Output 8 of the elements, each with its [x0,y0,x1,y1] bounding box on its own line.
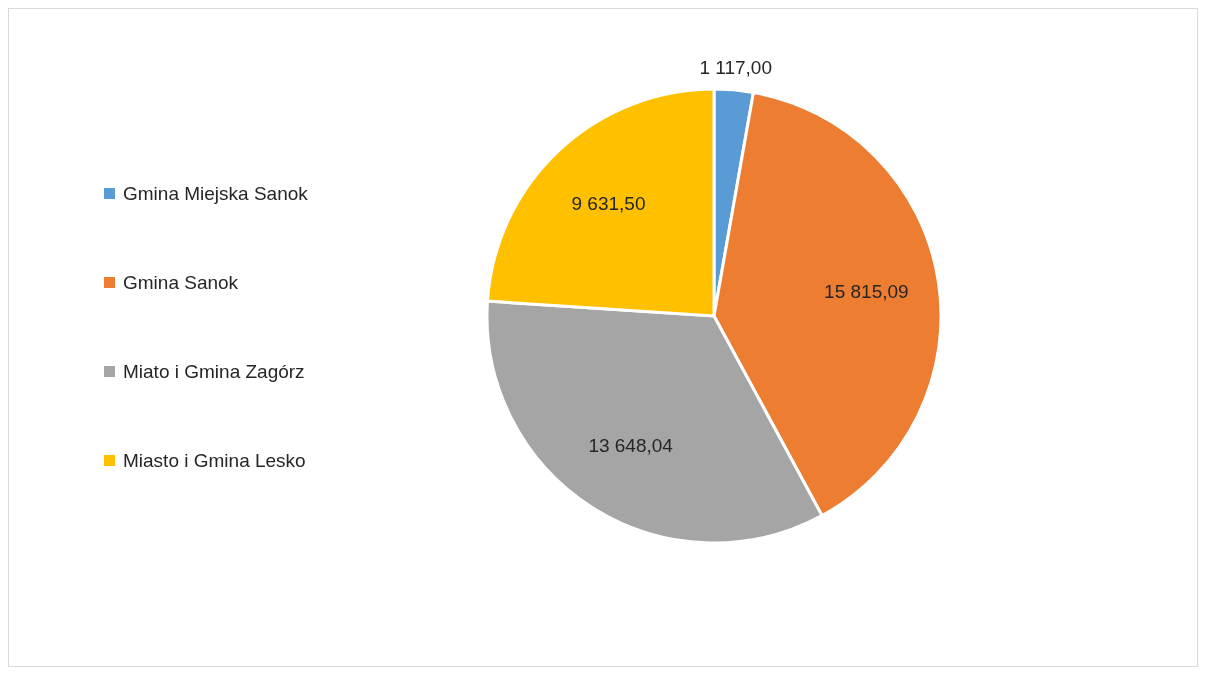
legend-label: Miato i Gmina Zagórz [123,360,305,383]
legend-label: Miasto i Gmina Lesko [123,449,306,472]
data-label: 1 117,00 [699,57,772,79]
data-label: 15 815,09 [824,280,909,302]
legend-label: Gmina Sanok [123,271,239,294]
data-label: 13 648,04 [588,435,674,457]
data-label: 9 631,50 [571,192,646,214]
legend-label: Gmina Miejska Sanok [123,182,308,205]
